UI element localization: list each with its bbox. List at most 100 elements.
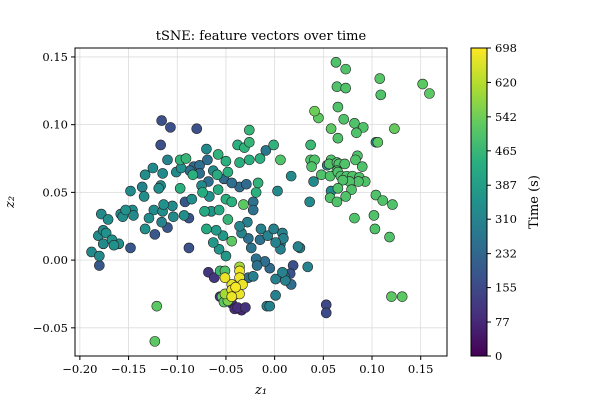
data-point [302,261,314,273]
colorbar-tick-label: 77 [495,315,510,329]
y-tick-label: 0.00 [42,253,68,267]
data-point [332,132,344,144]
data-point [136,181,148,193]
y-axis: −0.05 0.00 0.05 0.10 0.15 [33,50,75,335]
data-point [320,307,332,319]
data-point [396,291,408,302]
data-point [186,193,198,205]
data-point [330,57,342,68]
data-point [201,223,212,235]
data-point [304,196,315,208]
data-point [139,223,151,235]
data-point [424,88,435,99]
data-point [147,162,159,174]
data-point [213,243,225,255]
data-point [275,154,286,166]
data-point [220,155,232,167]
data-point [244,154,255,166]
data-point [167,200,178,212]
data-point [252,177,264,189]
data-point [168,211,179,223]
data-point [234,157,245,168]
data-point [178,210,190,221]
data-point [384,231,395,243]
data-point [285,170,297,182]
data-point [356,161,368,172]
data-point [340,63,352,75]
colorbar [470,47,488,357]
y-tick-label: 0.15 [42,50,68,64]
data-point [151,300,163,312]
data-point [162,154,173,166]
data-point [244,136,255,148]
data-point [187,169,199,181]
y-tick-label: −0.05 [33,321,68,335]
x-tick-label: −0.15 [111,362,146,376]
x-tick-label: −0.10 [160,362,195,376]
data-point [180,153,192,164]
data-point [247,204,259,216]
x-axis: −0.20 −0.15 −0.10 −0.05 0.00 0.05 0.10 0.15 [62,356,434,376]
data-point [125,185,136,197]
data-point [174,183,186,194]
colorbar-tick-label: 155 [495,281,517,295]
colorbar-tick-label: 542 [495,110,517,124]
data-point [377,195,389,206]
data-point [128,210,139,221]
data-point [331,81,343,93]
data-point [158,199,169,210]
data-point [350,154,361,166]
y-tick-label: 0.10 [42,118,68,132]
y-tick-label: 0.05 [42,185,68,199]
colorbar-tick-label: 232 [495,247,517,261]
x-tick-label: −0.05 [208,362,243,376]
data-point [349,212,360,224]
data-point [120,204,131,216]
data-point [270,237,281,248]
data-point [250,187,262,198]
data-point [149,336,161,347]
data-point [108,239,120,251]
data-point [138,191,150,202]
data-point [94,260,105,271]
data-point [202,154,213,166]
data-point [220,250,232,262]
data-point [372,136,384,148]
data-point [337,174,349,186]
data-point [240,302,251,313]
data-point [222,166,234,178]
data-point [245,242,257,254]
colorbar-tick-label: 387 [495,178,517,192]
data-point [346,184,357,195]
data-point [305,139,316,151]
data-point [226,196,238,208]
data-point [387,199,398,210]
data-point [219,272,231,284]
data-point [139,169,151,181]
data-point [251,260,263,271]
data-point [201,143,212,155]
data-point [268,223,279,235]
data-point [226,177,238,189]
colorbar-tick-label: 620 [495,75,517,89]
data-point [338,113,350,125]
plot-frame [74,47,448,357]
x-tick-label: 0.00 [262,362,288,376]
x-tick-label: −0.20 [62,362,97,376]
data-point [247,271,259,282]
data-point [244,124,255,136]
data-point [264,300,276,312]
colorbar-tick-label: 698 [495,41,517,55]
data-point [197,187,208,198]
data-point [210,225,222,236]
data-point [268,139,279,151]
data-point [212,184,224,195]
data-point [238,199,249,210]
data-point [277,266,288,278]
data-point [97,238,109,250]
data-point [417,78,428,90]
data-point [292,241,304,252]
data-point [212,149,224,160]
data-point [389,123,400,135]
